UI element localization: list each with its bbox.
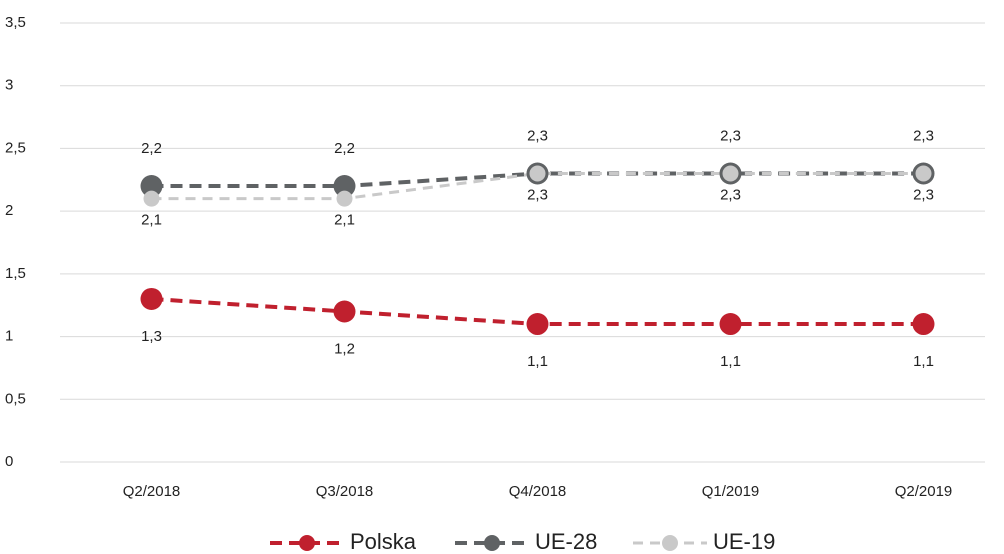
data-label: 2,3 (720, 127, 741, 144)
data-point (333, 175, 356, 198)
x-tick-label: Q4/2018 (509, 483, 567, 500)
data-point (336, 190, 353, 207)
legend-marker (662, 535, 678, 551)
data-point (722, 165, 739, 182)
x-tick-label: Q1/2019 (702, 483, 760, 500)
data-label: 1,3 (141, 328, 162, 345)
x-tick-label: Q2/2019 (895, 483, 953, 500)
data-point (143, 190, 160, 207)
legend-label: Polska (350, 529, 417, 554)
legend-marker (484, 535, 500, 551)
data-label: 2,3 (527, 127, 548, 144)
y-tick-label: 3,5 (5, 14, 26, 31)
data-point (912, 313, 935, 336)
y-tick-label: 2 (5, 202, 13, 219)
y-tick-label: 1,5 (5, 265, 26, 282)
series-line (151, 172, 924, 201)
data-label: 2,2 (141, 140, 162, 157)
y-tick-label: 3 (5, 77, 13, 94)
legend-label: UE-28 (535, 529, 597, 554)
y-tick-label: 1 (5, 328, 13, 345)
data-label: 1,1 (913, 353, 934, 370)
data-point (915, 165, 932, 182)
y-tick-label: 0,5 (5, 390, 26, 407)
data-point (526, 313, 549, 336)
data-label: 1,2 (334, 340, 355, 357)
legend-label: UE-19 (713, 529, 775, 554)
legend-marker (299, 535, 315, 551)
data-label: 1,1 (720, 353, 741, 370)
y-tick-label: 0 (5, 453, 13, 470)
data-label: 2,2 (334, 140, 355, 157)
data-point (719, 313, 742, 336)
x-tick-label: Q2/2018 (123, 483, 181, 500)
y-tick-label: 2,5 (5, 139, 26, 156)
data-label: 2,3 (913, 186, 934, 203)
x-tick-label: Q3/2018 (316, 483, 374, 500)
data-label: 2,3 (720, 186, 741, 203)
data-point (333, 300, 356, 323)
data-label: 2,3 (527, 186, 548, 203)
data-label: 2,3 (913, 127, 934, 144)
data-point (140, 287, 163, 310)
data-point (140, 175, 163, 198)
data-label: 1,1 (527, 353, 548, 370)
data-label: 2,1 (334, 212, 355, 229)
data-label: 2,1 (141, 212, 162, 229)
data-point (529, 165, 546, 182)
